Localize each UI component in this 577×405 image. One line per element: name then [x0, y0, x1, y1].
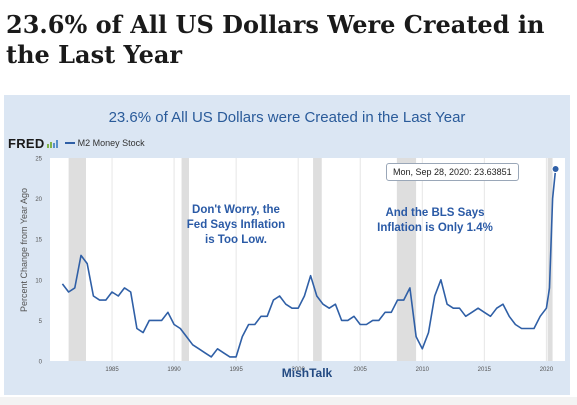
- fred-logo: FRED: [8, 135, 45, 151]
- brand-label: MishTalk: [281, 366, 333, 380]
- recession-band: [68, 158, 86, 361]
- x-tick-label: 2005: [354, 367, 368, 373]
- fred-chart-icon: [46, 139, 58, 148]
- annotation-line: Inflation is Only 1.4%: [377, 222, 493, 234]
- y-tick-label: 5: [39, 319, 43, 325]
- annotation-bls: And the BLS Says Inflation is Only 1.4%: [360, 206, 510, 236]
- y-tick-label: 20: [35, 197, 42, 203]
- x-tick-label: 1985: [105, 367, 119, 373]
- annotation-line: Fed Says Inflation: [186, 219, 286, 231]
- annotation-line: is Too Low.: [205, 234, 267, 246]
- legend-series-label: M2 Money Stock: [77, 138, 145, 148]
- x-tick-label: 2000: [292, 367, 306, 373]
- annotation-line: Don't Worry, the: [192, 204, 280, 216]
- y-tick-label: 10: [35, 278, 42, 284]
- annotation-line: And the BLS Says: [385, 207, 485, 219]
- chart-title: 23.6% of All US Dollars were Created in …: [108, 109, 466, 126]
- y-tick-label: 25: [35, 157, 42, 163]
- recession-band: [313, 158, 322, 361]
- recession-band: [181, 158, 189, 361]
- x-tick-label: 1990: [167, 367, 181, 373]
- chart-legend: FRED M2 Money Stock: [8, 135, 145, 151]
- data-tooltip: Mon, Sep 28, 2020: 23.63851: [386, 163, 519, 181]
- y-tick-label: 15: [35, 238, 42, 244]
- plot-area: [50, 158, 565, 361]
- article-headline: 23.6% of All US Dollars Were Created in …: [6, 10, 545, 69]
- data-point-highlight: [551, 165, 560, 174]
- page-footer-strip: [0, 397, 577, 405]
- chart-svg: 0 5 10 15 20 25 1985 1990 1995 2000 2005 2010 2015 20…: [35, 157, 560, 373]
- annotation-fed: Don't Worry, the Fed Says Inflation is T…: [172, 203, 300, 248]
- x-tick-label: 2010: [416, 367, 430, 373]
- x-tick-label: 2020: [540, 367, 554, 373]
- recession-band: [396, 158, 417, 361]
- chart-panel: 23.6% of All US Dollars were Created in …: [4, 95, 570, 395]
- legend-swatch: [64, 142, 75, 144]
- x-tick-label: 1995: [229, 367, 243, 373]
- y-tick-label: 0: [39, 360, 43, 366]
- series-line: [61, 169, 557, 358]
- x-tick-label: 2015: [478, 367, 492, 373]
